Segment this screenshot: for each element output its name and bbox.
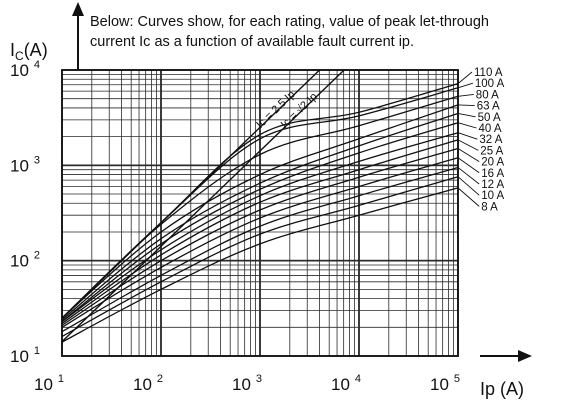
y-axis-arrow-head (72, 2, 84, 16)
x-tick-exponent: 3 (256, 373, 262, 385)
y-tick-label: 10 1 (10, 345, 40, 366)
y-tick-label: 10 2 (10, 250, 40, 271)
rating-leader-line (457, 93, 474, 97)
rating-leader-line (457, 148, 480, 162)
asymptote-line (61, 69, 345, 343)
series-line-32a (61, 132, 459, 323)
rating-label: 63 A (477, 101, 500, 113)
grid (61, 69, 459, 357)
series-lines (61, 82, 459, 343)
series-line-8a (61, 187, 459, 343)
rating-leader-line (457, 113, 476, 118)
rating-leader-line (457, 71, 473, 84)
series-line-25a (61, 139, 459, 324)
rating-label: 32 A (479, 134, 502, 146)
rating-label: 25 A (480, 145, 503, 157)
series-line-63a (61, 104, 459, 319)
plot-frame (61, 69, 459, 357)
rating-label: 8 A (481, 201, 498, 213)
x-axis-label: Ip (A) (480, 379, 524, 399)
series-line-80a (61, 95, 459, 319)
x-tick-label: 10 4 (331, 373, 361, 394)
y-tick-exponent: 2 (34, 250, 40, 262)
rating-label: 12 A (481, 179, 504, 191)
rating-leader-line (457, 176, 480, 196)
tick-labels: 10 1 10 2 10 3 10 4 10 5 10 1 10 2 10 3 10 4 (10, 59, 460, 394)
rating-label: 100 A (475, 78, 505, 90)
series-line-16a (61, 157, 459, 328)
x-tick-exponent: 2 (157, 373, 163, 385)
series-line-20a (61, 147, 459, 326)
rating-label: 10 A (481, 190, 504, 202)
rating-label: 50 A (478, 112, 501, 124)
y-tick-exponent: 3 (34, 154, 40, 166)
y-tick-label: 10 3 (10, 154, 40, 175)
rating-label: 20 A (481, 157, 504, 169)
rating-label: 16 A (481, 168, 504, 180)
series-line-12a (61, 166, 459, 333)
x-tick-label: 10 1 (34, 373, 64, 394)
x-tick-exponent: 1 (58, 373, 64, 385)
series-line-10a (61, 176, 459, 338)
chart-note-line-2: current Ic as a function of available fa… (90, 34, 414, 50)
rating-leader-line (457, 104, 475, 107)
y-axis-label: IC(A) (10, 40, 48, 63)
y-tick-label: 10 4 (10, 59, 40, 80)
rating-leader-line (457, 157, 480, 174)
y-tick-exponent: 4 (34, 59, 40, 71)
x-tick-label: 10 5 (430, 373, 460, 394)
chart-note-line-1: Below: Curves show, for each rating, val… (90, 14, 489, 30)
x-tick-label: 10 2 (133, 373, 163, 394)
rating-leader-line (457, 122, 477, 129)
y-tick-exponent: 1 (34, 345, 40, 357)
rating-leader-line (457, 132, 478, 140)
rating-leader-line (457, 187, 480, 207)
rating-label: 110 A (474, 67, 503, 79)
rating-leader-line (457, 167, 480, 185)
x-axis-arrow-head (518, 350, 532, 362)
rating-leader-line (457, 82, 474, 89)
rating-leader-line (457, 139, 479, 151)
series-line-40a (61, 122, 459, 323)
rating-label: 40 A (479, 123, 502, 135)
x-tick-label: 10 3 (232, 373, 262, 394)
x-tick-exponent: 4 (355, 373, 361, 385)
x-tick-exponent: 5 (454, 373, 460, 385)
rating-label: 80 A (476, 89, 499, 101)
series-line-50a (61, 112, 459, 321)
